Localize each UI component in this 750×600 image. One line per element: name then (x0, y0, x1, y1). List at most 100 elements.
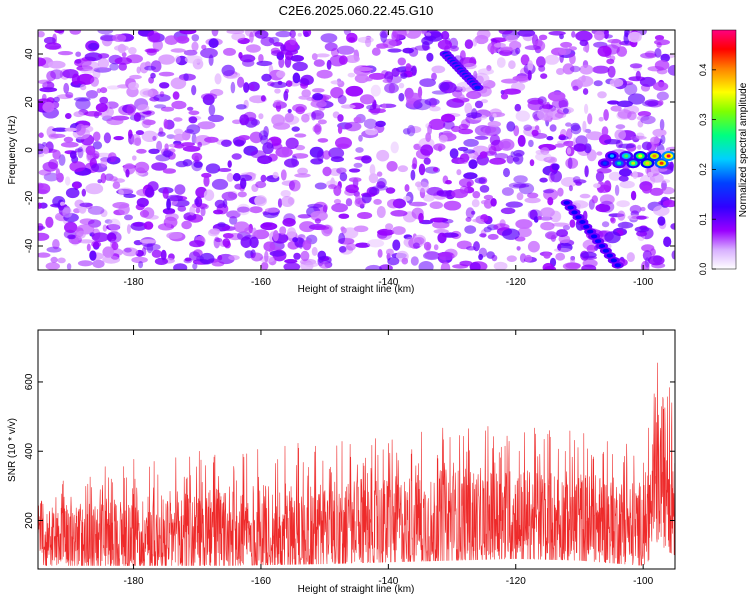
heatmap-cell (175, 160, 188, 168)
heatmap-cell (377, 249, 383, 258)
heatmap-cell (560, 41, 573, 48)
heatmap-cell (390, 210, 408, 217)
snr-frame (37, 329, 676, 570)
heatmap-cell (257, 155, 273, 165)
heatmap-cell (457, 158, 469, 164)
heatmap-cell (579, 64, 594, 75)
heatmap-cell (134, 161, 150, 174)
heatmap-cell (297, 214, 312, 219)
heatmap-cell (419, 78, 436, 87)
heatmap-cell (568, 185, 573, 192)
heatmap-cell (289, 180, 295, 191)
heatmap-cell (71, 73, 80, 86)
heatmap-cell (527, 60, 534, 72)
colorbar-tick-label: 0.1 (698, 213, 708, 226)
heatmap-cell (523, 124, 532, 131)
colorbar: 0.0 0.1 0.2 0.3 0.4 Normalized spectral ampl… (698, 29, 749, 275)
heatmap-cell (95, 103, 108, 113)
heatmap-cell (97, 30, 114, 35)
heatmap-cell (422, 194, 435, 202)
heatmap-cell (474, 177, 486, 184)
heatmap-cell (189, 251, 201, 261)
heatmap-cell (243, 82, 250, 93)
heatmap-cell (660, 53, 670, 63)
heatmap-cell (139, 239, 157, 244)
heatmap-cell (143, 221, 154, 230)
heatmap-cell (617, 109, 632, 119)
heatmap-cell (103, 132, 111, 144)
heatmap-cell (375, 120, 386, 128)
heatmap-cell (158, 54, 176, 65)
heatmap-cell (162, 168, 176, 174)
heatmap-cell (191, 34, 200, 42)
heatmap-cell (285, 80, 293, 87)
heatmap-cell (43, 36, 56, 45)
heatmap-cell (630, 190, 637, 201)
heatmap-cell (312, 124, 321, 133)
heatmap-cell (508, 60, 516, 70)
heatmap-cell (248, 81, 260, 92)
heatmap-feature-cell (606, 253, 613, 258)
heatmap-cell (60, 201, 65, 207)
heatmap-cell (391, 67, 400, 77)
heatmap-cell (107, 218, 121, 231)
heatmap-cell (636, 215, 647, 220)
heatmap-cell (331, 203, 348, 213)
heatmap-cell (157, 131, 166, 137)
heatmap-cell (429, 201, 443, 209)
heatmap-cell (619, 168, 632, 177)
heatmap-cell (623, 32, 630, 45)
heatmap-cell (572, 85, 579, 92)
heatmap-cell (540, 73, 548, 79)
heatmap-cell (57, 257, 66, 264)
heatmap-cell (390, 141, 399, 154)
heatmap-cell (425, 132, 432, 143)
heatmap-cell (428, 118, 446, 130)
heatmap-cell (353, 225, 369, 233)
heatmap-cell (568, 46, 578, 51)
heatmap-cell (524, 254, 533, 263)
heatmap-cell (112, 34, 127, 42)
heatmap-cell (385, 223, 394, 231)
heatmap-cell (423, 241, 432, 251)
heatmap-cell (112, 181, 121, 189)
heatmap-cell (418, 163, 426, 176)
heatmap-cell (231, 153, 242, 160)
y-tick-label: 40 (24, 48, 35, 60)
heatmap-cell (473, 70, 478, 80)
heatmap-cell (616, 200, 630, 208)
heatmap-cell (440, 30, 450, 40)
heatmap-cell (636, 115, 650, 121)
heatmap-cell (92, 131, 101, 142)
heatmap-panel: -180 -160 -140 -120 -100 -40 -20 0 20 40 Height … (7, 29, 676, 295)
heatmap-cell (81, 188, 87, 197)
heatmap-cell (283, 90, 289, 102)
heatmap-cell (345, 85, 364, 97)
heatmap-cell (432, 167, 439, 172)
heatmap-cell (263, 241, 276, 252)
heatmap-cell (38, 57, 47, 67)
heatmap-cell (382, 78, 393, 84)
x-tick-label: -180 (124, 576, 144, 587)
heatmap-cell (99, 96, 109, 105)
heatmap-cell (542, 189, 555, 194)
heatmap-cell (376, 43, 389, 49)
heatmap-cell (609, 78, 624, 88)
heatmap-cell (237, 76, 245, 88)
heatmap-cell (314, 218, 321, 224)
heatmap-cell (575, 135, 588, 147)
heatmap-cell (125, 168, 130, 178)
heatmap-cell (413, 242, 420, 249)
heatmap-cell (505, 201, 523, 208)
heatmap-cell (376, 206, 386, 218)
heatmap-cell (245, 44, 261, 53)
heatmap-feature-cell (583, 224, 590, 229)
heatmap-cell (392, 226, 406, 235)
heatmap-cell (626, 252, 635, 263)
heatmap-cell (410, 256, 419, 266)
heatmap-cell (341, 104, 356, 109)
heatmap-cell (65, 113, 72, 119)
heatmap-cell (401, 257, 409, 265)
heatmap-cell (166, 194, 184, 202)
heatmap-cell (255, 181, 267, 189)
